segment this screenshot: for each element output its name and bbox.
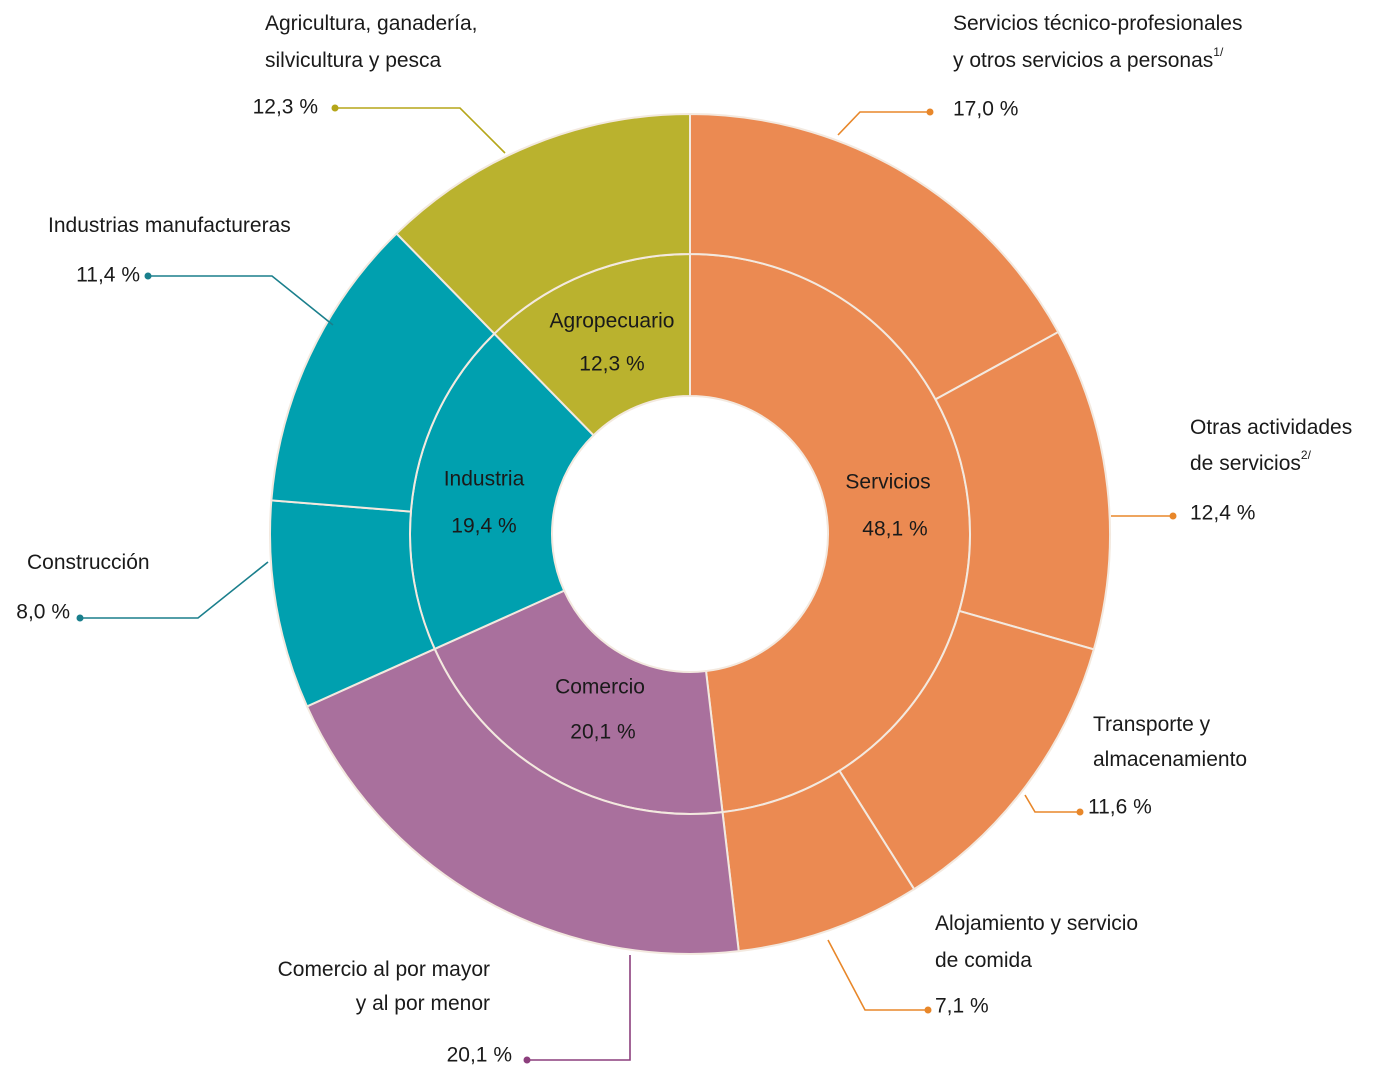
footnote-mark: 1/ <box>1213 45 1224 59</box>
category-label-text: de comida <box>935 949 1032 972</box>
group-label: Industria <box>444 468 525 491</box>
leader-line <box>527 955 631 1061</box>
category-label-text: y otros servicios a personas <box>953 49 1213 72</box>
footnote-mark: 2/ <box>1301 448 1312 462</box>
category-label: Otras actividades <box>1190 416 1352 439</box>
category-label: Construcción <box>27 551 150 574</box>
leader-dot <box>144 272 152 280</box>
outer-wedge <box>305 647 740 955</box>
leader-dot <box>926 108 934 116</box>
category-label-text: Servicios técnico-profesionales <box>953 12 1242 35</box>
category-label-text: Construcción <box>27 551 150 574</box>
category-label: de comida <box>935 949 1032 972</box>
category-label-text: silvicultura y pesca <box>265 49 442 72</box>
category-label: silvicultura y pesca <box>265 49 442 72</box>
group-value-label: 48,1 % <box>862 518 927 541</box>
group-label: Agropecuario <box>550 310 675 333</box>
outer-wedge <box>395 112 691 336</box>
category-label: almacenamiento <box>1093 748 1247 771</box>
leader-line <box>837 111 930 136</box>
category-label-text: y al por menor <box>356 992 490 1015</box>
value-label: 7,1 % <box>935 995 989 1018</box>
group-value-label: 12,3 % <box>579 353 644 376</box>
group-value-label: 20,1 % <box>570 721 635 744</box>
category-label: y otros servicios a personas1/ <box>953 45 1224 71</box>
value-label: 20,1 % <box>447 1044 512 1067</box>
category-label-text: Transporte y <box>1093 713 1211 736</box>
leader-line <box>1024 794 1080 813</box>
leader-line <box>80 561 269 619</box>
category-label-text: Alojamiento y servicio <box>935 912 1138 935</box>
category-label-text: de servicios <box>1190 452 1301 475</box>
outer-wedge <box>689 112 1060 401</box>
leader-line <box>827 939 928 1011</box>
category-label: Industrias manufactureras <box>48 214 291 237</box>
leader-dot <box>924 1006 932 1014</box>
category-label: y al por menor <box>356 992 490 1015</box>
category-label-text: Agricultura, ganadería, <box>265 12 477 35</box>
value-label: 11,6 % <box>1088 796 1152 819</box>
group-value-label: 19,4 % <box>451 515 516 538</box>
category-label: Comercio al por mayor <box>278 958 490 981</box>
value-label: 11,4 % <box>76 264 140 287</box>
value-label: 17,0 % <box>953 98 1018 121</box>
group-label: Servicios <box>845 471 930 494</box>
category-label: Agricultura, ganadería, <box>265 12 477 35</box>
leader-line <box>148 275 334 326</box>
category-label: Servicios técnico-profesionales <box>953 12 1242 35</box>
category-label-text: almacenamiento <box>1093 748 1247 771</box>
category-label: Transporte y <box>1093 713 1211 736</box>
leader-dot <box>331 104 339 112</box>
value-label: 12,4 % <box>1190 502 1255 525</box>
leader-dot <box>1076 808 1084 816</box>
value-label: 8,0 % <box>16 601 70 624</box>
category-label: Alojamiento y servicio <box>935 912 1138 935</box>
leader-dot <box>523 1056 531 1064</box>
category-label-text: Comercio al por mayor <box>278 958 490 981</box>
group-label: Comercio <box>555 676 645 699</box>
leader-dot <box>76 614 84 622</box>
category-label-text: Industrias manufactureras <box>48 214 291 237</box>
category-label: de servicios2/ <box>1190 448 1312 474</box>
category-label-text: Otras actividades <box>1190 416 1352 439</box>
leader-line <box>335 107 506 154</box>
leader-dot <box>1169 512 1177 520</box>
value-label: 12,3 % <box>253 96 318 119</box>
